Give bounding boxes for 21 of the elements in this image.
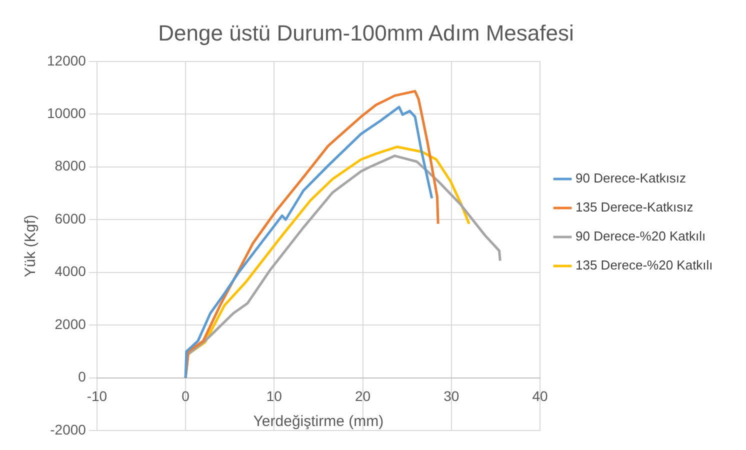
x-tick-label: -10 bbox=[86, 388, 108, 404]
y-tick-label: 4000 bbox=[54, 263, 86, 280]
y-tick-label: 12000 bbox=[46, 52, 86, 68]
y-tick-label: 0 bbox=[78, 368, 86, 385]
y-tick-label: 10000 bbox=[46, 105, 86, 121]
x-tick-label: 40 bbox=[532, 388, 548, 404]
y-tick-label: -2000 bbox=[50, 421, 86, 438]
y-tick-label: 8000 bbox=[54, 158, 86, 174]
x-axis-title: Yerdeğiştirme (mm) bbox=[253, 412, 384, 430]
chart-title: Denge üstü Durum-100mm Adım Mesafesi bbox=[158, 20, 574, 46]
x-tick-label: 20 bbox=[354, 388, 371, 404]
legend-label: 90 Derece-Katkısız bbox=[576, 170, 686, 186]
x-tick-label: 0 bbox=[182, 388, 190, 404]
legend-label: 135 Derece-%20 Katkılı bbox=[576, 258, 713, 273]
x-tick-label: 30 bbox=[444, 388, 460, 404]
legend-label: 90 Derece-%20 Katkılı bbox=[576, 228, 706, 244]
x-tick-label: 10 bbox=[266, 388, 282, 404]
y-tick-label: 6000 bbox=[54, 210, 86, 226]
legend-label: 135 Derece-Katkısız bbox=[576, 200, 694, 215]
y-axis-title: Yük (Kgf) bbox=[22, 214, 40, 278]
y-tick-label: 2000 bbox=[54, 316, 86, 332]
